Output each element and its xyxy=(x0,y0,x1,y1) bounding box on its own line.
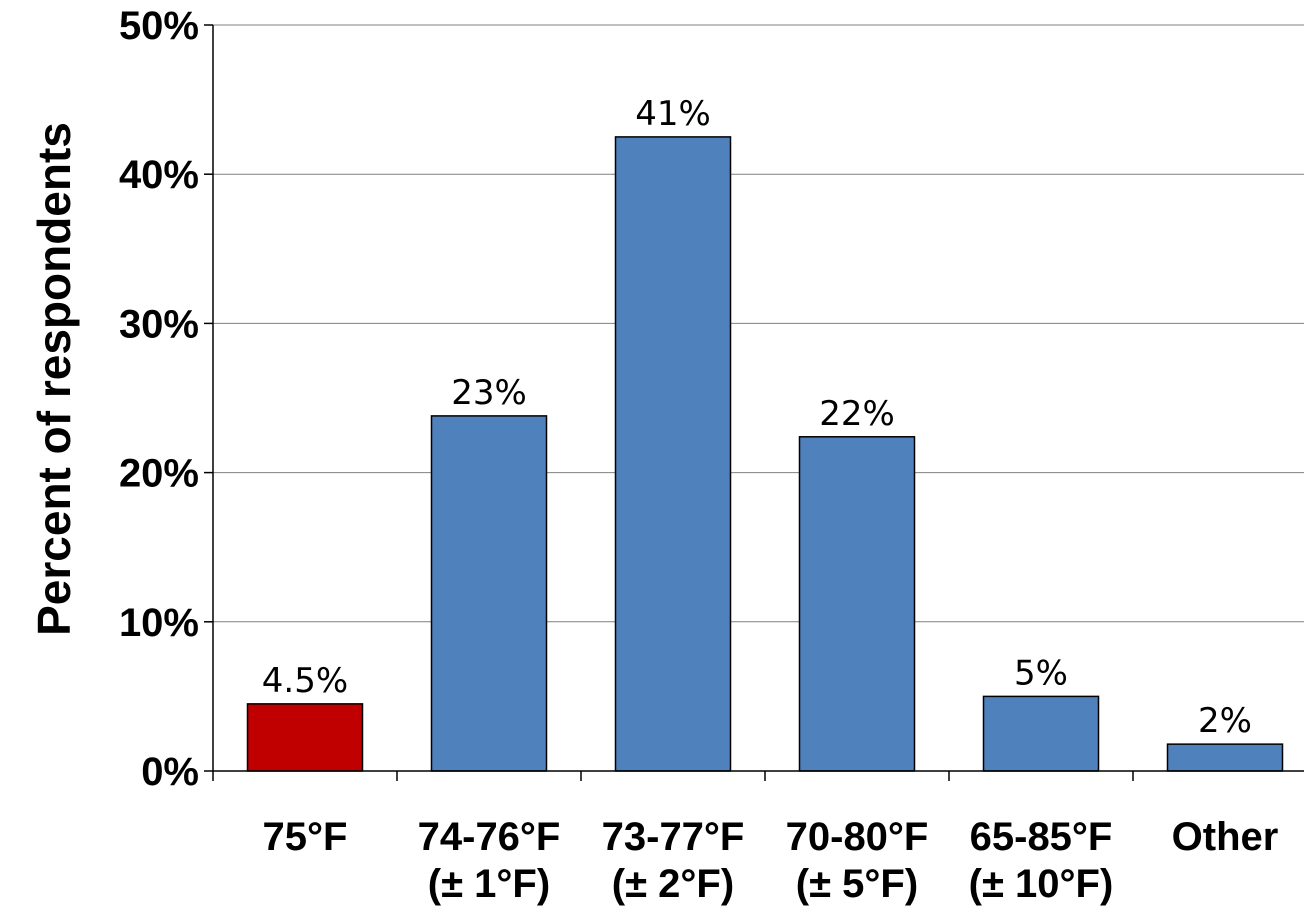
data-label: 5% xyxy=(1014,653,1068,693)
bar xyxy=(430,415,548,772)
x-tick-label: (± 2°F) xyxy=(612,862,734,906)
x-tick-label: 73-77°F xyxy=(602,815,745,859)
x-tick-label: 65-85°F xyxy=(970,815,1113,859)
x-tick-label: 70-80°F xyxy=(786,815,929,859)
y-tick-label: 10% xyxy=(119,601,199,645)
bar xyxy=(614,136,732,772)
y-tick-label: 20% xyxy=(119,452,199,496)
data-label: 2% xyxy=(1198,701,1252,741)
bars xyxy=(246,136,1284,772)
y-tick-label: 50% xyxy=(119,4,199,48)
data-label: 22% xyxy=(819,394,895,434)
gridlines xyxy=(213,24,1304,623)
x-tick-label: (± 1°F) xyxy=(428,862,550,906)
bar xyxy=(246,703,364,772)
x-tick-label: 75°F xyxy=(263,815,348,859)
y-tick-label: 0% xyxy=(141,750,199,794)
bar xyxy=(798,436,916,772)
x-tick-label: (± 10°F) xyxy=(969,862,1114,906)
y-tick-label: 40% xyxy=(119,153,199,197)
labels: 0% 10% 20% 30% 40% 50% 4.5% 75°F 23% 74-76°F(± 1°… xyxy=(119,4,1278,906)
y-tick-label: 30% xyxy=(119,302,199,346)
data-label: 23% xyxy=(451,373,527,413)
y-axis-title: Percent of respondents xyxy=(28,122,80,636)
bar xyxy=(982,695,1100,772)
data-label: 4.5% xyxy=(262,661,348,701)
axes xyxy=(204,24,1304,781)
bar xyxy=(1166,743,1284,772)
x-tick-label: Other xyxy=(1172,815,1279,859)
x-tick-label: (± 5°F) xyxy=(796,862,918,906)
x-tick-label: 74-76°F xyxy=(418,815,561,859)
data-label: 41% xyxy=(635,94,711,134)
